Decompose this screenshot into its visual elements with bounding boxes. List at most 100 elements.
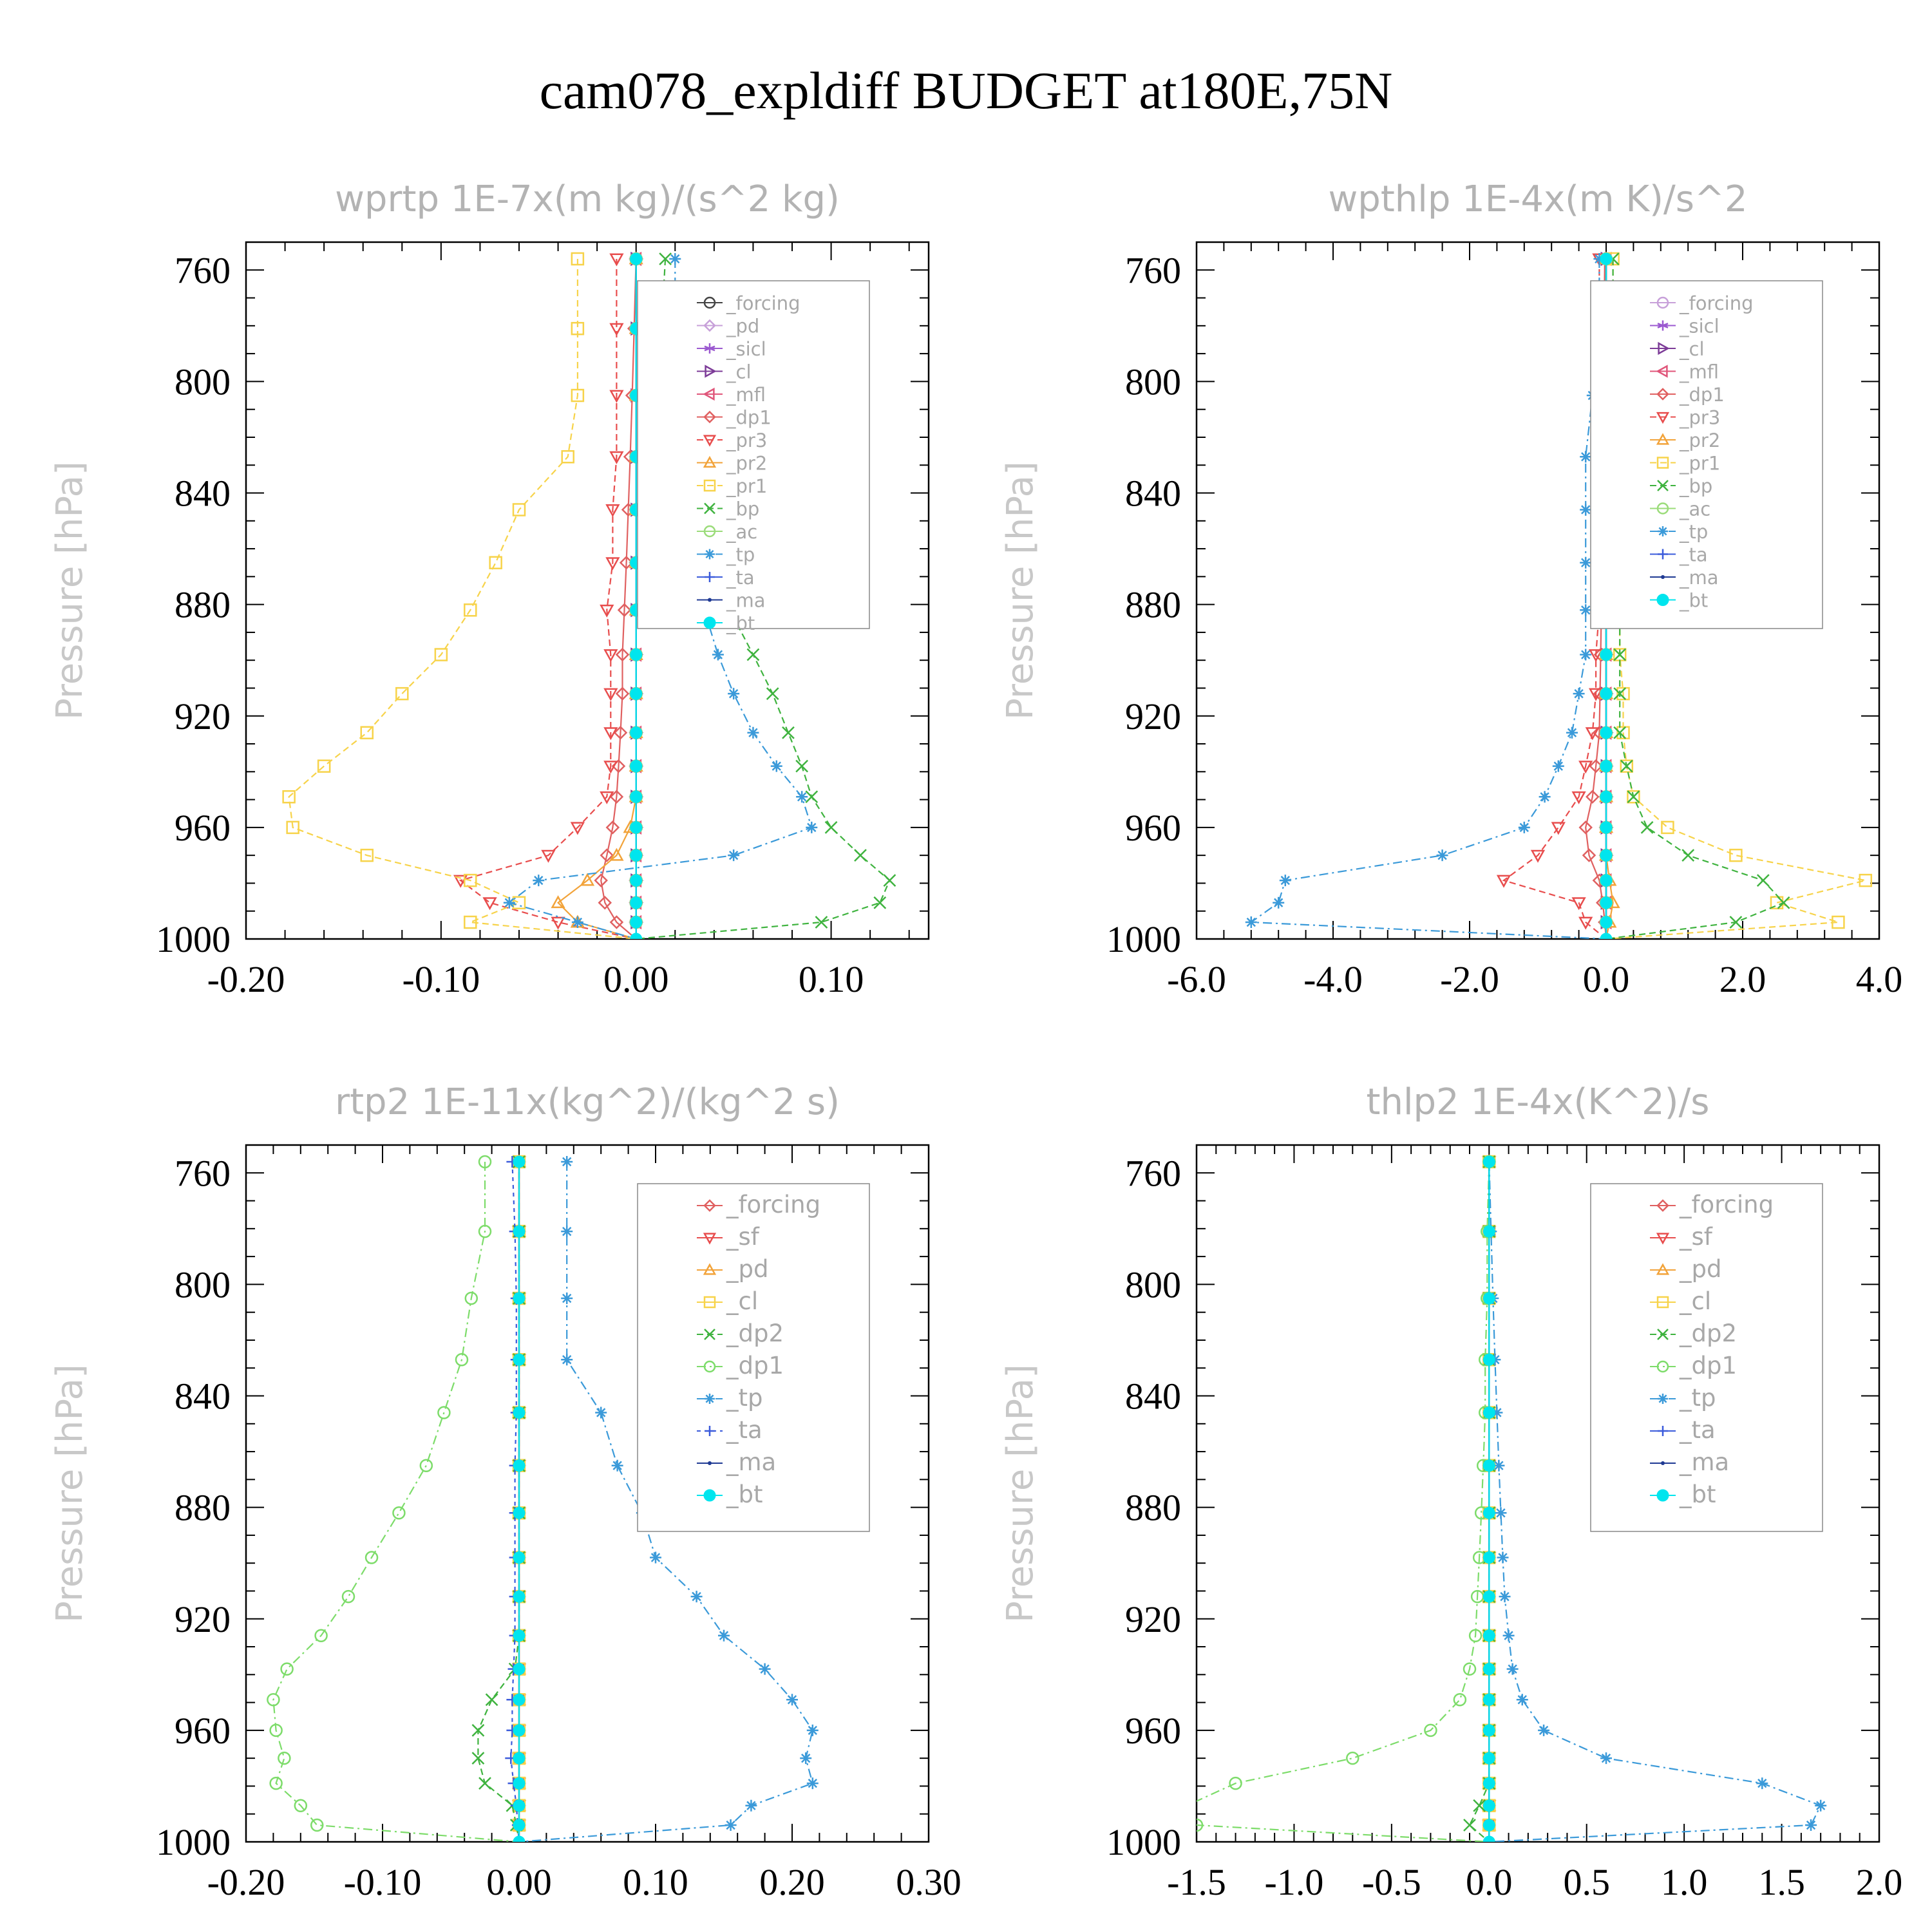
legend-marker bbox=[703, 525, 716, 538]
data-point bbox=[513, 1777, 526, 1790]
legend-label: _cl bbox=[1679, 338, 1705, 360]
x-tick-label: -6.0 bbox=[1167, 958, 1226, 1000]
legend-box bbox=[637, 1183, 870, 1532]
y-tick-label: 800 bbox=[1125, 1264, 1181, 1305]
y-axis-label: Pressure [hPa] bbox=[999, 461, 1041, 720]
data-point bbox=[1181, 1800, 1193, 1812]
data-point bbox=[561, 1226, 573, 1238]
data-point bbox=[1586, 790, 1600, 804]
data-point bbox=[513, 1629, 526, 1642]
y-axis-label: Pressure [hPa] bbox=[49, 1364, 91, 1623]
plot-frame bbox=[1195, 241, 1880, 940]
legend-item: _bp bbox=[1650, 475, 1712, 497]
data-point bbox=[1580, 604, 1592, 616]
legend-marker bbox=[703, 1263, 717, 1275]
legend-item: _forcing bbox=[1650, 292, 1754, 314]
data-point bbox=[1551, 822, 1566, 835]
legend-label: _ma bbox=[1679, 567, 1719, 589]
y-tick-label: 880 bbox=[1125, 584, 1181, 626]
data-point bbox=[464, 1291, 478, 1305]
data-point bbox=[551, 895, 565, 909]
data-point bbox=[485, 1693, 498, 1707]
data-point bbox=[1600, 896, 1613, 909]
data-point bbox=[1620, 759, 1633, 773]
data-point bbox=[806, 1724, 819, 1736]
series-line bbox=[272, 1162, 520, 1842]
data-point bbox=[1453, 1693, 1467, 1707]
data-point bbox=[471, 1723, 485, 1737]
legend-item: _ta bbox=[1650, 1416, 1716, 1444]
x-tick-label: 4.0 bbox=[1856, 958, 1903, 1000]
data-point bbox=[630, 933, 643, 939]
legend-item: _cl bbox=[1650, 338, 1705, 360]
chart-panel-3: rtp2 1E-11x(kg^2)/(kg^2 s) Pressure [hPa]… bbox=[49, 1081, 961, 1903]
data-point bbox=[513, 1799, 526, 1812]
data-point bbox=[513, 1225, 526, 1238]
legend-marker bbox=[1656, 1263, 1670, 1275]
legend-marker bbox=[703, 1199, 716, 1212]
legend-item: _ma bbox=[1650, 567, 1719, 589]
panels: wprtp 1E-7x(m kg)/(s^2 kg) Pressure [hPa]… bbox=[49, 178, 1902, 1903]
data-point bbox=[1229, 1776, 1242, 1790]
y-tick-label: 1000 bbox=[156, 1821, 231, 1863]
legend-marker bbox=[703, 1489, 716, 1502]
legend-label: _ma bbox=[726, 590, 766, 612]
data-point bbox=[609, 848, 624, 861]
legend-marker bbox=[1656, 1360, 1669, 1373]
legend-label: _pr1 bbox=[1679, 453, 1720, 475]
data-point bbox=[786, 1694, 798, 1706]
legend-label: _dp1 bbox=[726, 407, 772, 429]
data-point bbox=[317, 759, 331, 773]
legend-marker bbox=[703, 410, 716, 424]
data-point bbox=[630, 649, 643, 661]
data-point bbox=[1600, 849, 1613, 862]
data-point bbox=[609, 390, 624, 403]
legend-marker bbox=[1656, 365, 1668, 378]
data-point bbox=[365, 1551, 379, 1564]
legend-item: _pr2 bbox=[1650, 430, 1720, 451]
plot-frame bbox=[245, 241, 930, 940]
legend-label: _sicl bbox=[726, 338, 766, 360]
legend-item: _bp bbox=[697, 498, 759, 520]
x-tick-label: 2.0 bbox=[1719, 958, 1766, 1000]
data-point bbox=[1502, 1629, 1515, 1642]
legend-item: _bt bbox=[697, 1481, 763, 1508]
data-point bbox=[1756, 1777, 1768, 1790]
legend-label: _bt bbox=[726, 612, 755, 634]
data-point bbox=[513, 1406, 526, 1419]
legend-label: _forcing bbox=[1679, 1191, 1774, 1218]
data-point bbox=[1463, 1819, 1476, 1832]
data-point bbox=[278, 1751, 291, 1765]
y-tick-label: 1000 bbox=[1106, 918, 1181, 960]
data-point bbox=[1482, 1506, 1495, 1519]
legend-marker bbox=[703, 455, 717, 468]
legend-marker bbox=[705, 572, 715, 582]
data-point bbox=[269, 1776, 283, 1790]
legend-label: _cl bbox=[726, 1287, 758, 1315]
data-point bbox=[1538, 1724, 1550, 1736]
legend-label: _dp2 bbox=[726, 1320, 784, 1347]
data-point bbox=[1552, 760, 1564, 772]
series-line bbox=[1197, 1161, 1490, 1842]
legend-item: _ta bbox=[697, 567, 755, 589]
legend-item: _ta bbox=[697, 1416, 762, 1444]
x-tick-label: 0.00 bbox=[486, 1861, 552, 1903]
data-point bbox=[630, 790, 643, 803]
data-point bbox=[1197, 1818, 1204, 1832]
series-dp1 bbox=[267, 1155, 520, 1842]
data-point bbox=[650, 1551, 661, 1564]
legend: _forcing _sf _pd _cl _dp2 _dp1 _tp _ta _ma _bt bbox=[637, 1183, 870, 1532]
series-line bbox=[600, 258, 637, 939]
data-point bbox=[1593, 252, 1605, 265]
y-tick-label: 760 bbox=[1125, 1152, 1181, 1194]
data-point bbox=[1468, 1629, 1482, 1642]
data-point bbox=[617, 603, 632, 618]
data-point bbox=[1616, 687, 1630, 701]
legend-box bbox=[1590, 1183, 1823, 1532]
data-point bbox=[551, 916, 565, 930]
legend-label: _ma bbox=[726, 1448, 776, 1476]
y-tick-label: 840 bbox=[1125, 473, 1181, 515]
data-point bbox=[513, 1292, 526, 1305]
data-point bbox=[269, 1723, 283, 1738]
